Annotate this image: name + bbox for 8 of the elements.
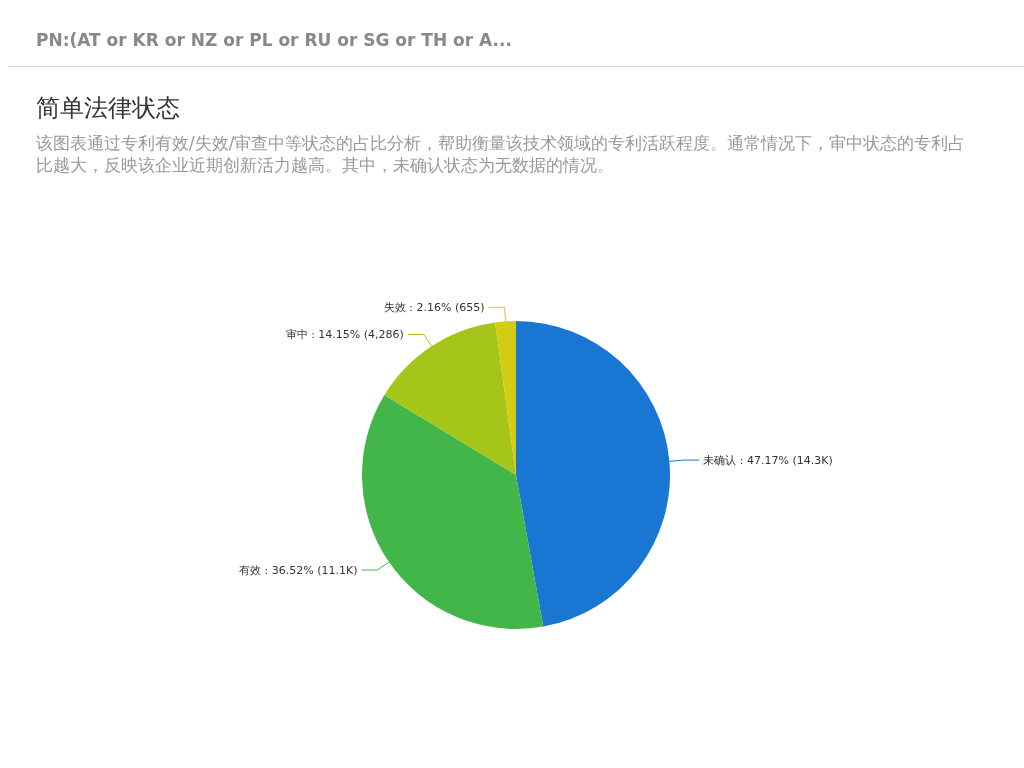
slice-label: 失效 : 2.16% (655) bbox=[383, 301, 485, 315]
slice-label: 有效 : 36.52% (11.1K) bbox=[239, 564, 358, 578]
slice-label: 未确认 : 47.17% (14.3K) bbox=[703, 454, 833, 468]
slice-label: 审中 : 14.15% (4,286) bbox=[285, 328, 404, 342]
pie-slice bbox=[362, 395, 544, 629]
chart-title: 简单法律状态 bbox=[36, 93, 180, 124]
chart-subtitle: 该图表通过专利有效/失效/审查中等状态的占比分析，帮助衡量该技术领域的专利活跃程度。通常情况下，审中状态的专利占比越大，反映该企业近期创新活力越高。其中，未确认状态为无数据的情况。 bbox=[36, 132, 967, 176]
text: PN:(AT or KR or NZ or PL or RU or SG or TH or A... bbox=[36, 30, 512, 50]
